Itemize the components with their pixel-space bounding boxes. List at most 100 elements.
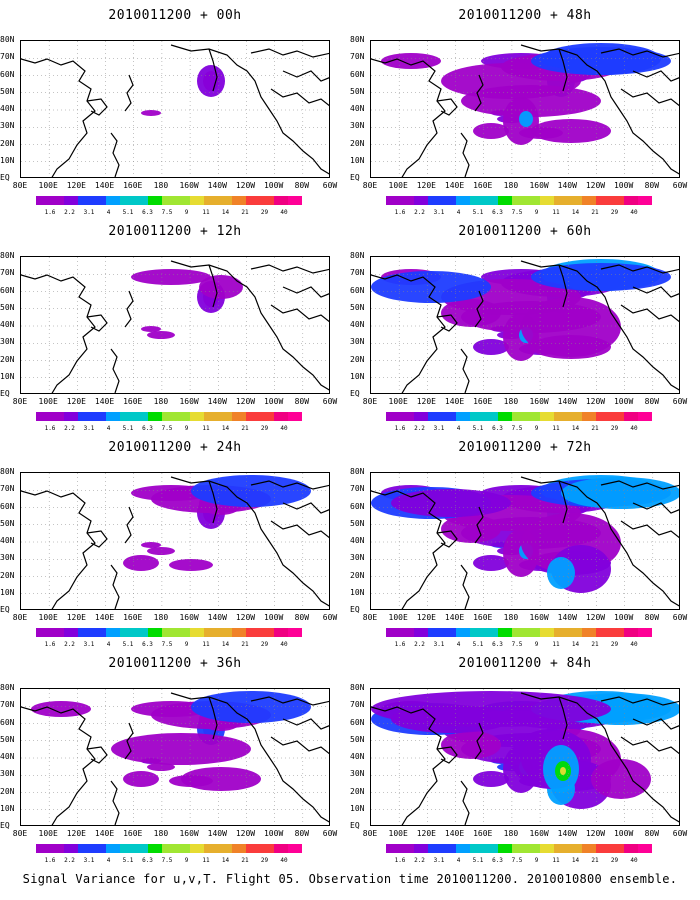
colorbar-swatch <box>386 196 400 205</box>
lat-label: 80N <box>0 683 15 692</box>
coastline <box>600 48 679 58</box>
colorbar-swatch <box>568 628 582 637</box>
colorbar-label: 7.5 <box>511 641 523 648</box>
colorbar-swatch <box>106 412 120 421</box>
figure-caption: Signal Variance for u,v,T. Flight 05. Ob… <box>22 872 678 886</box>
lat-label: 50N <box>0 302 15 312</box>
colorbar-label: 40 <box>280 425 288 432</box>
lon-label: 80E <box>12 613 28 622</box>
colorbar-label: 6.3 <box>492 857 503 864</box>
lon-label: 80W <box>294 181 310 190</box>
coastline <box>620 736 679 755</box>
lon-label: 80E <box>12 829 28 838</box>
colorbar-label: 29 <box>260 209 269 216</box>
colorbar-swatch <box>36 412 50 421</box>
lat-label: 70N <box>350 268 365 278</box>
colorbar-swatch <box>78 196 92 205</box>
colorbar <box>36 196 302 206</box>
colorbar-swatch <box>568 196 582 205</box>
lon-label: 160E <box>123 181 143 190</box>
coastline <box>436 746 458 764</box>
lon-label: 140E <box>444 397 465 406</box>
variance-contour <box>141 542 161 548</box>
colorbar-label: 29 <box>610 641 619 648</box>
colorbar-label: 2.2 <box>414 857 425 864</box>
variance-contour <box>147 763 175 771</box>
lon-label: 180 <box>153 181 169 190</box>
coastline <box>282 286 329 298</box>
colorbar-label: 11 <box>552 209 560 216</box>
colorbar-swatch <box>204 196 218 205</box>
colorbar-swatch <box>540 844 554 853</box>
colorbar-label: 3.1 <box>83 857 95 864</box>
colorbar-swatch <box>120 196 134 205</box>
lat-label: 60N <box>350 501 365 511</box>
colorbar-label: 2.2 <box>64 209 75 216</box>
colorbar-label: 40 <box>630 857 638 864</box>
colorbar-swatch <box>400 628 414 637</box>
map-frame <box>370 688 680 826</box>
lon-label: 60W <box>672 181 688 190</box>
colorbar-label: 9 <box>184 209 189 216</box>
colorbar-label: 21 <box>241 641 249 648</box>
colorbar-swatch <box>428 628 442 637</box>
lat-label: 20N <box>350 138 365 148</box>
map-panel: 2010011200 + 36h 80N 70N 60N 50N 40N 30N 20N 10N… <box>0 648 350 868</box>
lat-label: 10N <box>350 371 365 381</box>
panel-title: 2010011200 + 12h <box>108 224 242 239</box>
lat-label: 60N <box>0 285 15 295</box>
lon-label: 100E <box>388 181 408 190</box>
variance-contour <box>531 47 671 75</box>
colorbar-label: 1.6 <box>394 641 406 648</box>
colorbar-label: 4 <box>456 209 461 216</box>
lon-label: 140W <box>207 397 227 406</box>
lat-label: 80N <box>350 683 365 692</box>
lat-label: 10N <box>0 155 15 165</box>
colorbar-label: 14 <box>221 641 230 648</box>
colorbar-swatch <box>582 628 596 637</box>
colorbar-swatch <box>92 196 106 205</box>
colorbar-label: 21 <box>591 641 599 648</box>
variance-contour <box>441 731 501 759</box>
map-panel: 2010011200 + 72h 80N 70N 60N 50N 40N 30N 20N 10N… <box>350 432 700 652</box>
colorbar-swatch <box>470 844 484 853</box>
lon-label: 160E <box>473 613 493 622</box>
coastline <box>460 564 470 609</box>
variance-contour <box>123 771 159 787</box>
colorbar-label: 1.6 <box>44 641 56 648</box>
colorbar-swatch <box>512 628 526 637</box>
lon-label: 120W <box>585 829 606 838</box>
lat-label: 60N <box>350 717 365 727</box>
variance-contour <box>441 515 501 543</box>
lon-label: 100E <box>38 829 58 838</box>
lat-label: 30N <box>0 121 15 131</box>
colorbar-label: 6.3 <box>492 209 503 216</box>
lon-label: 120W <box>585 181 606 190</box>
coastline <box>208 696 218 740</box>
lat-label: 60N <box>0 501 15 511</box>
colorbar-swatch <box>512 412 526 421</box>
colorbar-swatch <box>554 628 568 637</box>
colorbar-swatch <box>400 412 414 421</box>
colorbar-swatch <box>64 628 78 637</box>
lat-label: 30N <box>350 337 365 347</box>
colorbar-label: 7.5 <box>511 209 523 216</box>
colorbar-swatch <box>526 844 540 853</box>
lat-label: 60N <box>350 69 365 79</box>
colorbar-label: 2.2 <box>64 857 75 864</box>
lat-label: 80N <box>350 35 365 44</box>
variance-contour <box>591 759 651 799</box>
coastline <box>600 480 679 490</box>
lat-label: 20N <box>350 786 365 796</box>
coastline <box>86 746 108 764</box>
lat-label: 40N <box>350 752 365 761</box>
lon-label: 80W <box>644 613 660 622</box>
colorbar-label: 5.1 <box>122 857 134 864</box>
colorbar-swatch <box>218 628 232 637</box>
coastline <box>110 564 120 609</box>
colorbar-swatch <box>638 412 652 421</box>
colorbar-swatch <box>190 412 204 421</box>
lon-label: 180 <box>503 829 519 838</box>
colorbar-swatch <box>624 628 638 637</box>
lon-label: 100E <box>388 613 408 622</box>
